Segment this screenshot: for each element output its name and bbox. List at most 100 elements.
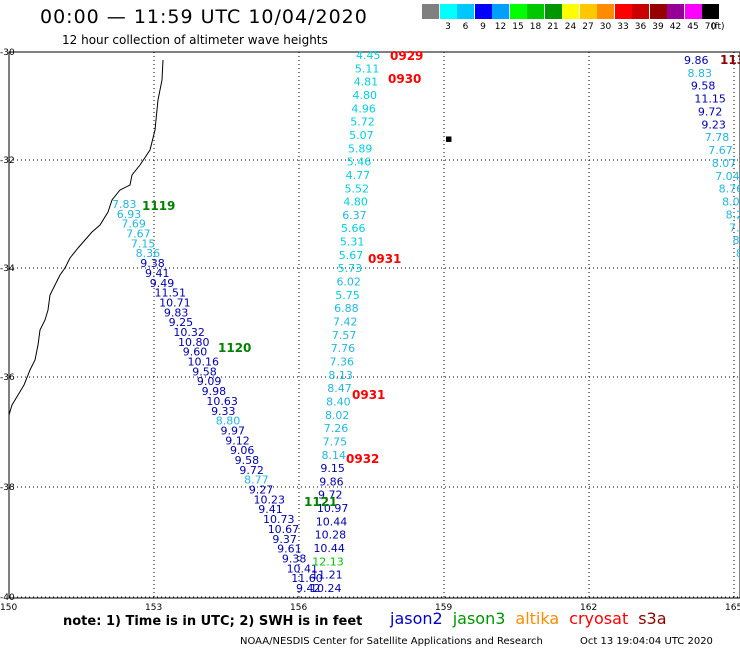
swh-value: 8.02	[325, 409, 350, 422]
swh-value: 8.40	[326, 395, 351, 408]
swh-value: 9.72	[698, 105, 723, 118]
legend-swatch	[527, 4, 544, 19]
legend-label: 27	[582, 22, 594, 32]
legend-label: 6	[462, 22, 469, 32]
graticule	[8, 51, 740, 598]
map-frame	[8, 51, 740, 599]
swh-value: 9.23	[701, 118, 726, 131]
swh-value: 9.83	[164, 306, 189, 319]
swh-value: 6.02	[336, 276, 361, 289]
pass-labels: 1119 1120 1121 0929 0930 0931 0931 0932 113	[142, 49, 740, 509]
lat-label: -32	[0, 156, 15, 166]
swh-value: 10.63	[206, 395, 238, 408]
lon-label: 156	[290, 603, 307, 613]
swh-value: 7.83	[112, 198, 137, 211]
swh-value: 5.46	[347, 156, 372, 169]
lon-label: 159	[435, 603, 452, 613]
legend-label: 45	[687, 22, 699, 32]
lat-label: -38	[0, 483, 15, 493]
swh-value: 9.06	[230, 444, 255, 457]
footer-credit: NOAA/NESDIS Center for Satellite Applica…	[240, 636, 543, 647]
swh-value: 10.73	[263, 513, 295, 526]
swh-value: 8.76	[719, 183, 740, 196]
legend-swatch	[684, 4, 702, 19]
swh-value: 8	[733, 234, 740, 247]
swh-value: 10.80	[178, 336, 210, 349]
swh-value: 4.81	[354, 76, 379, 89]
swh-value: 9.60	[183, 346, 208, 359]
legend-label: 21	[547, 22, 559, 32]
legend-label: 9	[480, 22, 486, 32]
swh-value: 8.47	[327, 382, 352, 395]
legend-label: 24	[564, 22, 577, 32]
coastline	[8, 59, 164, 416]
swh-value: 10.24	[310, 582, 342, 595]
swh-value: 9.37	[272, 533, 297, 546]
swh-value: 12.13	[312, 555, 344, 568]
legend-swatch	[649, 4, 667, 19]
swh-value: 5.72	[350, 116, 375, 129]
swh-value: 7.04	[715, 170, 740, 183]
legend-swatch	[474, 4, 492, 19]
footer-timestamp: Oct 13 19:04:04 UTC 2020	[580, 636, 713, 647]
swh-value: 9.33	[211, 405, 236, 418]
pass-time-label: 0929	[390, 49, 423, 63]
swh-value: 7.67	[708, 144, 733, 157]
pass-time-label: 0931	[368, 252, 401, 266]
satellite-legend-item: jason2	[390, 609, 443, 628]
legend-label: 70	[704, 22, 717, 32]
swh-value: 10.44	[313, 542, 345, 555]
swh-value: 9.72	[318, 489, 343, 502]
legend-label: 30	[599, 22, 612, 32]
swh-value: 9.41	[145, 267, 170, 280]
swh-value: 9.12	[225, 434, 250, 447]
swh-value: 4.77	[346, 169, 371, 182]
lon-label: 153	[145, 603, 162, 613]
swh-value: 7.15	[131, 237, 156, 250]
swh-value: 10.97	[317, 502, 349, 515]
swh-value: 10.71	[159, 296, 191, 309]
legend-unit: (ft)	[711, 22, 725, 32]
legend-swatch	[422, 4, 439, 19]
swh-value: 9.72	[239, 464, 264, 477]
swh-value: 7.75	[323, 435, 348, 448]
swh-value: 8.83	[687, 67, 712, 80]
swh-value: 10.44	[316, 515, 348, 528]
pass-time-label: 1121	[304, 495, 337, 509]
swh-value: 9.98	[202, 385, 227, 398]
pass-time-label: 0932	[346, 452, 379, 466]
legend-label: 36	[634, 22, 647, 32]
pass-time-label: 1120	[218, 341, 251, 355]
legend-label: 42	[669, 22, 682, 32]
legend-label: 12	[494, 22, 507, 32]
swh-value: 8.07	[712, 157, 737, 170]
swh-value: 8.07	[722, 196, 740, 209]
lat-label: -30	[0, 48, 15, 58]
lat-label: -40	[0, 593, 15, 603]
swh-value: 9.15	[320, 462, 345, 475]
swh-value: 10.41	[287, 562, 319, 575]
legend-label: 15	[512, 22, 524, 32]
swh-value: 9.58	[235, 454, 260, 467]
legend-swatch	[544, 4, 562, 19]
swh-value: 8.80	[216, 415, 241, 428]
swh-value: 5.89	[348, 142, 373, 155]
swh-value: 6.37	[342, 209, 367, 222]
legend-swatch	[614, 4, 632, 19]
swh-value: 7.78	[705, 131, 730, 144]
legend-swatch	[492, 4, 509, 19]
legend-swatch	[457, 4, 474, 19]
swh-value: 9.27	[249, 484, 273, 497]
swh-value: 8.36	[136, 247, 161, 260]
swh-value: 11.21	[311, 569, 343, 582]
legend-label: 18	[529, 22, 542, 32]
legend-swatch	[597, 4, 614, 19]
satellite-legend-item: cryosat	[569, 609, 629, 628]
lat-label: -34	[0, 264, 15, 274]
swh-value: 5.07	[349, 129, 374, 142]
swh-value: 9.49	[150, 277, 175, 290]
pass-time-label: 0930	[388, 72, 421, 86]
swh-value: 5.75	[335, 289, 360, 302]
